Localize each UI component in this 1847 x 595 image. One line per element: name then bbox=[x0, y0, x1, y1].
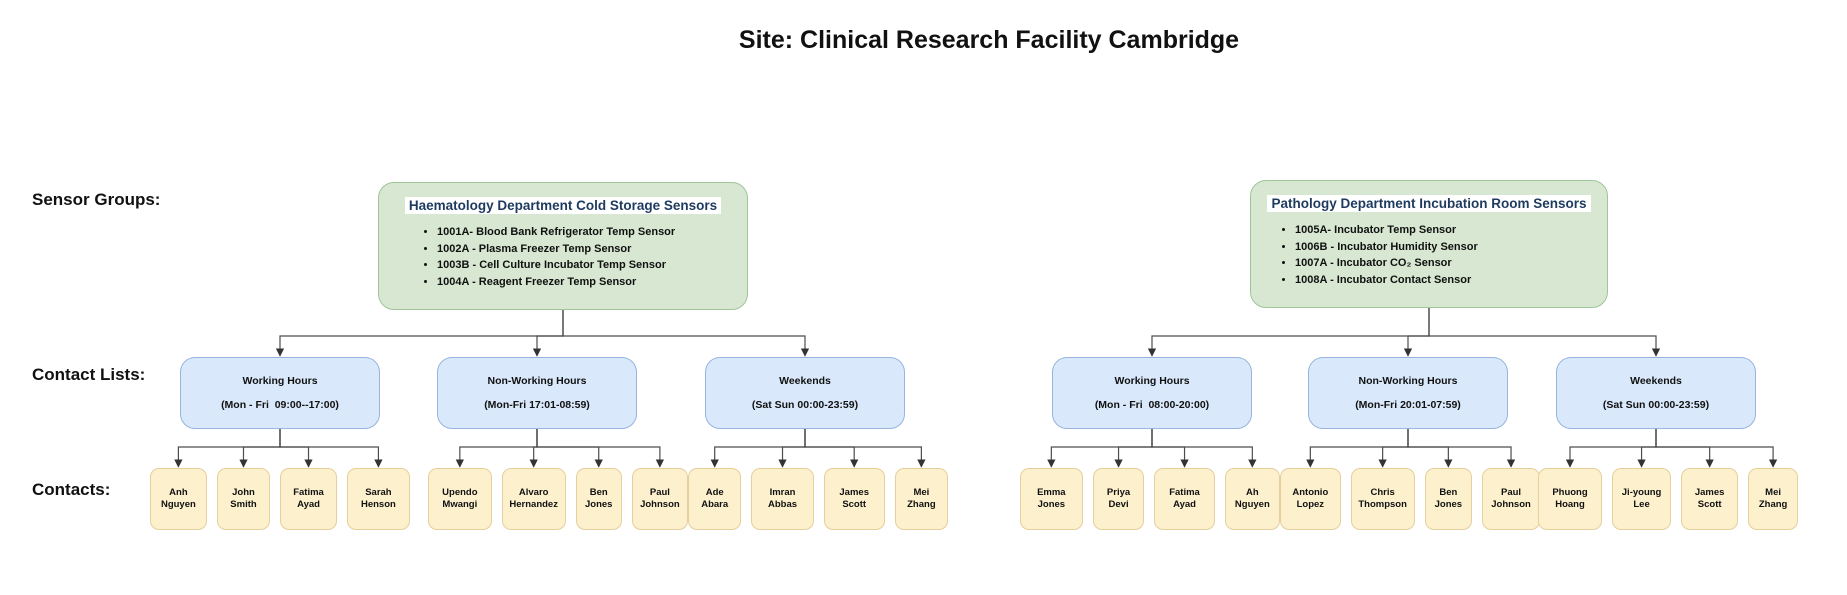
sensor-item: 1008A - Incubator Contact Sensor bbox=[1295, 272, 1607, 289]
contact-list-schedule: (Sat Sun 00:00-23:59) bbox=[1602, 398, 1710, 411]
contact-box: Sarah Henson bbox=[346, 468, 410, 530]
row-label-contact-lists: Contact Lists: bbox=[32, 365, 146, 384]
contact-name: Antonio Lopez bbox=[1292, 486, 1329, 510]
sensor-group-box: Haematology Department Cold Storage Sens… bbox=[378, 182, 748, 310]
contact-box: Chris Thompson bbox=[1350, 468, 1415, 530]
contact-name: James Scott bbox=[839, 486, 869, 510]
contact-name: Upendo Mwangi bbox=[442, 486, 478, 510]
contact-name: Fatima Ayad bbox=[293, 486, 324, 510]
contact-name: Mei Zhang bbox=[1758, 486, 1788, 510]
sensor-item: 1006B - Incubator Humidity Sensor bbox=[1295, 239, 1607, 256]
contact-list-schedule: (Mon - Fri 09:00--17:00) bbox=[221, 398, 339, 411]
contact-box: Emma Jones bbox=[1020, 468, 1083, 530]
contact-list-schedule: (Mon-Fri 20:01-07:59) bbox=[1355, 398, 1461, 411]
contact-name: Ben Jones bbox=[1434, 486, 1463, 510]
contact-row: Antonio Lopez Chris Thompson Ben Jones P… bbox=[1280, 468, 1540, 530]
contact-list-schedule: (Mon-Fri 17:01-08:59) bbox=[484, 398, 590, 411]
contact-box: Ade Abara bbox=[688, 468, 742, 530]
sensor-item: 1005A- Incubator Temp Sensor bbox=[1295, 222, 1607, 239]
row-label-contacts: Contacts: bbox=[32, 480, 111, 499]
contact-name: Fatima Ayad bbox=[1169, 486, 1200, 510]
contact-box: Priya Devi bbox=[1092, 468, 1145, 530]
contact-list-name: Working Hours bbox=[1114, 375, 1190, 388]
contact-box: Phuong Hoang bbox=[1538, 468, 1602, 530]
sensor-item: 1003B - Cell Culture Incubator Temp Sens… bbox=[437, 257, 747, 274]
contact-name: Phuong Hoang bbox=[1552, 486, 1588, 510]
contact-row: Upendo Mwangi Alvaro Hernandez Ben Jones… bbox=[428, 468, 688, 530]
contact-box: Ah Nguyen bbox=[1224, 468, 1280, 530]
contact-name: Ji-young Lee bbox=[1621, 486, 1662, 510]
sensor-item: 1001A- Blood Bank Refrigerator Temp Sens… bbox=[437, 224, 747, 241]
contact-name: Chris Thompson bbox=[1358, 486, 1407, 510]
contact-box: Fatima Ayad bbox=[1154, 468, 1215, 530]
contact-row: Emma Jones Priya Devi Fatima Ayad Ah Ngu… bbox=[1020, 468, 1280, 530]
page-title: Site: Clinical Research Facility Cambrid… bbox=[738, 26, 1240, 54]
contact-name: Imran Abbas bbox=[767, 486, 798, 510]
contact-name: Sarah Henson bbox=[360, 486, 396, 510]
contact-box: Imran Abbas bbox=[751, 468, 814, 530]
sensor-group-title: Pathology Department Incubation Room Sen… bbox=[1267, 195, 1591, 212]
contact-box: Ben Jones bbox=[575, 468, 622, 530]
contact-list-name: Working Hours bbox=[242, 375, 318, 388]
sensor-group-box: Pathology Department Incubation Room Sen… bbox=[1250, 180, 1608, 308]
sensor-item: 1004A - Reagent Freezer Temp Sensor bbox=[437, 274, 747, 291]
contact-name: Alvaro Hernandez bbox=[509, 486, 558, 510]
contact-list-box: Working Hours (Mon - Fri 09:00--17:00) bbox=[180, 357, 380, 429]
contact-name: Priya Devi bbox=[1106, 486, 1131, 510]
contact-name: John Smith bbox=[230, 486, 257, 510]
sensor-group-title: Haematology Department Cold Storage Sens… bbox=[404, 197, 722, 214]
contact-box: Paul Johnson bbox=[631, 468, 688, 530]
sensor-list: 1005A- Incubator Temp Sensor 1006B - Inc… bbox=[1251, 222, 1607, 288]
contact-name: Ah Nguyen bbox=[1234, 486, 1270, 510]
contact-name: Mei Zhang bbox=[907, 486, 936, 510]
contact-box: Fatima Ayad bbox=[280, 468, 337, 530]
contact-box: James Scott bbox=[1681, 468, 1739, 530]
sensor-list: 1001A- Blood Bank Refrigerator Temp Sens… bbox=[379, 224, 747, 290]
contact-box: Ji-young Lee bbox=[1612, 468, 1672, 530]
contact-box: James Scott bbox=[823, 468, 885, 530]
contact-box: Anh Nguyen bbox=[150, 468, 207, 530]
contact-name: Ben Jones bbox=[585, 486, 613, 510]
contact-list-schedule: (Mon - Fri 08:00-20:00) bbox=[1094, 398, 1210, 411]
contact-name: Anh Nguyen bbox=[160, 486, 196, 510]
contact-box: Antonio Lopez bbox=[1280, 468, 1341, 530]
contact-box: Mei Zhang bbox=[1748, 468, 1798, 530]
contact-name: Emma Jones bbox=[1037, 486, 1066, 510]
contact-list-name: Weekends bbox=[779, 375, 831, 388]
contact-name: Paul Johnson bbox=[1491, 486, 1531, 510]
contact-name: Paul Johnson bbox=[640, 486, 680, 510]
contact-list-box: Working Hours (Mon - Fri 08:00-20:00) bbox=[1052, 357, 1252, 429]
contact-box: Mei Zhang bbox=[894, 468, 948, 530]
contact-list-box: Weekends (Sat Sun 00:00-23:59) bbox=[705, 357, 905, 429]
contact-list-schedule: (Sat Sun 00:00-23:59) bbox=[751, 398, 859, 411]
contact-box: Alvaro Hernandez bbox=[501, 468, 566, 530]
contact-row: Phuong Hoang Ji-young Lee James Scott Me… bbox=[1538, 468, 1798, 530]
contact-box: John Smith bbox=[216, 468, 271, 530]
contact-name: Ade Abara bbox=[701, 486, 729, 510]
contact-box: Upendo Mwangi bbox=[428, 468, 492, 530]
contact-list-name: Non-Working Hours bbox=[487, 375, 587, 388]
contact-name: James Scott bbox=[1694, 486, 1725, 510]
contact-box: Ben Jones bbox=[1424, 468, 1473, 530]
contact-list-box: Non-Working Hours (Mon-Fri 20:01-07:59) bbox=[1308, 357, 1508, 429]
contact-row: Anh Nguyen John Smith Fatima Ayad Sarah … bbox=[150, 468, 410, 530]
contact-list-name: Weekends bbox=[1630, 375, 1682, 388]
sensor-item: 1007A - Incubator CO₂ Sensor bbox=[1295, 255, 1607, 272]
contact-list-name: Non-Working Hours bbox=[1358, 375, 1458, 388]
sensor-item: 1002A - Plasma Freezer Temp Sensor bbox=[437, 241, 747, 258]
row-label-sensor-groups: Sensor Groups: bbox=[32, 190, 161, 209]
contact-list-box: Weekends (Sat Sun 00:00-23:59) bbox=[1556, 357, 1756, 429]
contact-row: Ade Abara Imran Abbas James Scott Mei Zh… bbox=[688, 468, 948, 530]
contact-list-box: Non-Working Hours (Mon-Fri 17:01-08:59) bbox=[437, 357, 637, 429]
contact-box: Paul Johnson bbox=[1482, 468, 1540, 530]
